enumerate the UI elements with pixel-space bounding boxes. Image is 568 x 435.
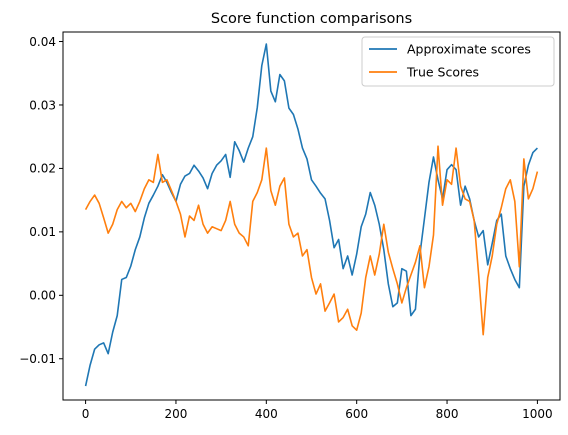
legend-box — [361, 36, 555, 87]
x-tick-label: 600 — [345, 407, 368, 421]
y-tick-label: 0.01 — [29, 225, 56, 239]
legend-label-1: True Scores — [406, 65, 479, 80]
y-tick-label: −0.01 — [19, 352, 56, 366]
x-tick-label: 800 — [436, 407, 459, 421]
y-tick-label: 0.03 — [29, 98, 56, 112]
x-axis: 0 200 400 600 800 1000 — [82, 400, 553, 421]
x-tick-label: 1000 — [522, 407, 553, 421]
y-tick-label: 0.02 — [29, 162, 56, 176]
x-tick-label: 400 — [255, 407, 278, 421]
legend-label-0: Approximate scores — [407, 42, 531, 57]
chart-title: Score function comparisons — [211, 11, 412, 27]
y-axis: −0.01 0.00 0.01 0.02 0.03 0.04 — [19, 35, 63, 366]
series-line-0 — [84, 43, 538, 387]
legend: Approximate scores True Scores — [361, 36, 555, 87]
y-tick-label: 0.04 — [29, 35, 56, 49]
series-layer — [84, 43, 539, 387]
x-tick-label: 200 — [165, 407, 188, 421]
plot-frame — [62, 31, 561, 401]
x-tick-label: 0 — [82, 407, 90, 421]
y-tick-label: 0.00 — [29, 289, 56, 303]
series-line-1 — [84, 145, 539, 336]
